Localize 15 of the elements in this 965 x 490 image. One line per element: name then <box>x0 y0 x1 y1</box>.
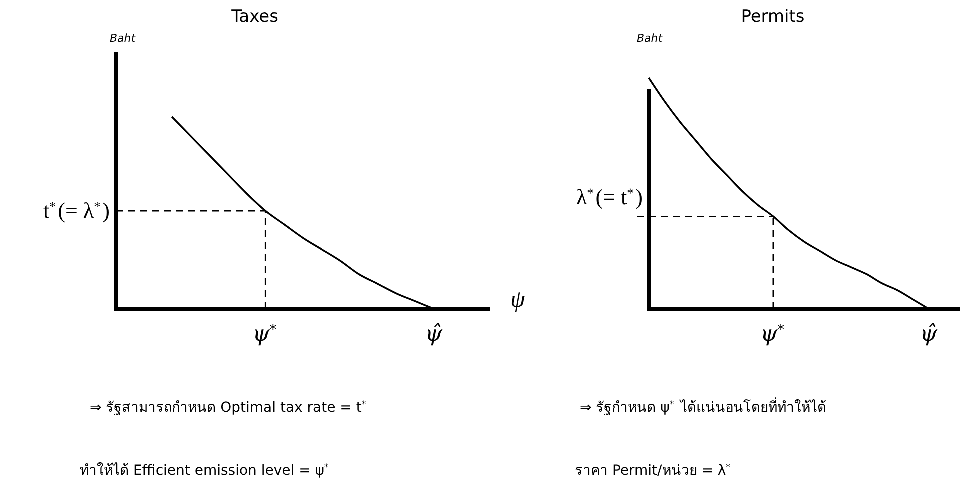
text: ราคา Permit/หน่วย = λ$^{*}$ <box>575 462 730 479</box>
x-tick-label: ψ$^{*}$ <box>252 322 277 347</box>
x-tick-label: ψ̂ <box>425 322 444 347</box>
y-axis-title: Baht <box>637 32 664 45</box>
y-axis-title: Baht <box>110 32 136 45</box>
chart-title: Taxes <box>230 7 279 27</box>
x-axis-title: ψ <box>510 287 527 313</box>
ref-line-label: λ$^{*}$(= t$^{*}$) <box>576 184 643 210</box>
text: ⇒ รัฐสามารถกำหนด Optimal tax rate = t$^{*}$ <box>90 399 366 416</box>
x-tick-label: ψ̂ <box>920 322 938 347</box>
ref-line-label: t$^{*}$(= λ$^{*}$) <box>43 198 110 224</box>
text: ⇒ รัฐกำหนด ψ$^{*}$ ได้แน่นอนโดยที่ทำให้ได้ <box>580 398 827 416</box>
chart-title: Permits <box>741 7 805 27</box>
text: ทำให้ได้ Efficient emission level = ψ$^{*}$ <box>80 462 329 479</box>
x-tick-label: ψ$^{*}$ <box>760 322 785 347</box>
